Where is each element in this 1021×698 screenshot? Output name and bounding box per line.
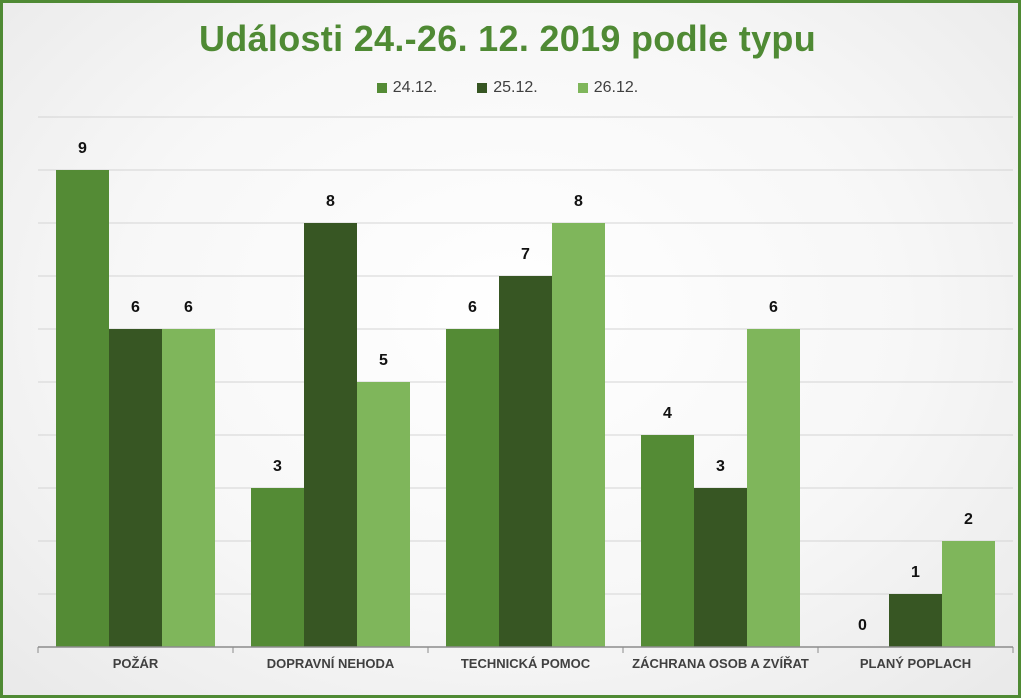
bar	[446, 329, 499, 647]
category-label: DOPRAVNÍ NEHODA	[267, 656, 395, 671]
data-label: 7	[521, 246, 530, 263]
data-label: 3	[273, 458, 282, 475]
legend-item-series-1: 24.12.	[376, 79, 438, 97]
bar	[889, 594, 942, 647]
category-label: TECHNICKÁ POMOC	[461, 656, 591, 671]
bar	[499, 276, 552, 647]
bar	[552, 223, 605, 647]
data-label: 6	[769, 299, 778, 316]
legend-swatch-series-1	[376, 83, 387, 93]
bar	[251, 488, 304, 647]
legend-swatch-series-2	[477, 83, 488, 93]
legend-item-series-2: 25.12.	[477, 79, 538, 97]
bar	[357, 382, 410, 647]
data-label: 6	[184, 299, 193, 316]
legend-label-series-2: 25.12.	[493, 79, 538, 96]
legend-item-series-3: 26.12.	[577, 79, 639, 97]
data-label: 8	[574, 193, 583, 210]
bar	[942, 541, 995, 647]
data-label: 9	[78, 140, 87, 157]
legend-label-series-1: 24.12.	[392, 79, 438, 96]
data-label: 5	[379, 352, 388, 369]
category-label: POŽÁR	[113, 656, 159, 671]
data-label: 3	[716, 458, 725, 475]
data-label: 0	[858, 617, 867, 634]
bar	[694, 488, 747, 647]
legend: 24.12. 25.12. 26.12.	[0, 79, 1015, 97]
bar	[304, 223, 357, 647]
data-label: 6	[131, 299, 140, 316]
legend-swatch-series-3	[577, 83, 588, 93]
data-label: 8	[326, 193, 335, 210]
bar	[109, 329, 162, 647]
chart-title: Události 24.-26. 12. 2019 podle typu	[198, 18, 817, 59]
bar	[641, 435, 694, 647]
bar	[56, 170, 109, 647]
data-label: 1	[911, 564, 920, 581]
data-label: 6	[468, 299, 477, 316]
bar	[747, 329, 800, 647]
legend-label-series-3: 26.12.	[593, 79, 639, 96]
data-label: 4	[663, 405, 672, 422]
category-label: ZÁCHRANA OSOB A ZVÍŘAT	[632, 656, 809, 671]
data-label: 2	[964, 511, 973, 528]
bar	[162, 329, 215, 647]
category-label: PLANÝ POPLACH	[860, 656, 971, 671]
